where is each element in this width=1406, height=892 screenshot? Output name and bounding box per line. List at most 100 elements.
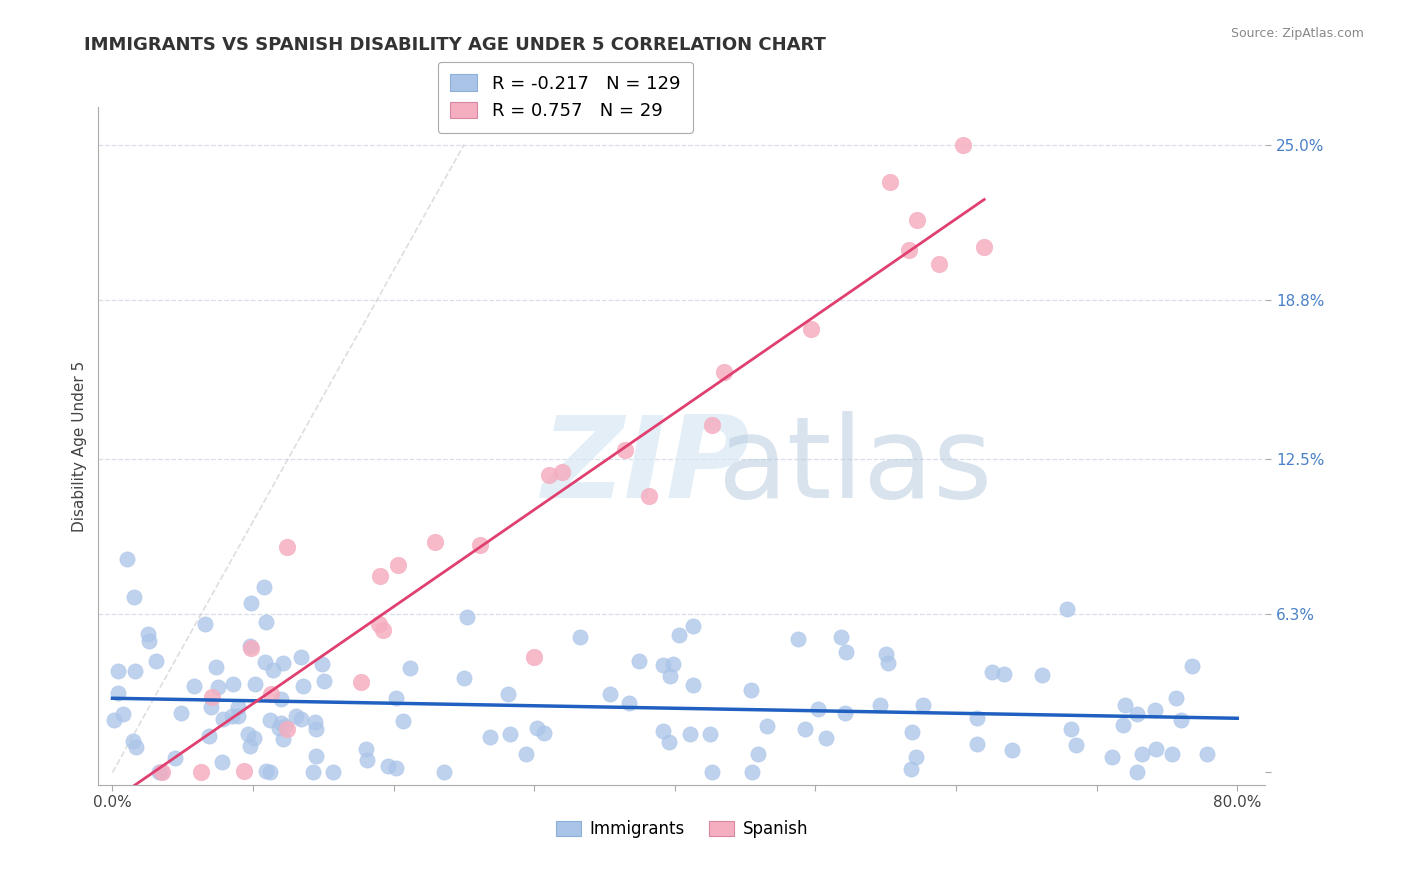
Point [145, 654, 167, 668]
Point [1164, 690, 1187, 705]
Point [787, 632, 810, 646]
Point [124, 664, 146, 678]
Point [699, 727, 721, 741]
Point [713, 365, 735, 379]
Point [453, 671, 475, 685]
Point [682, 618, 704, 632]
Point [207, 680, 229, 694]
Point [399, 661, 422, 675]
Point [499, 727, 522, 741]
Point [876, 656, 898, 670]
Point [515, 747, 537, 761]
Point [205, 659, 228, 673]
Point [356, 753, 378, 767]
Point [658, 669, 681, 683]
Point [385, 691, 408, 706]
Point [980, 665, 1002, 680]
Point [456, 610, 478, 624]
Point [793, 723, 815, 737]
Point [148, 765, 170, 780]
Point [741, 765, 763, 780]
Point [652, 658, 675, 673]
Point [668, 628, 690, 642]
Text: atlas: atlas [717, 411, 993, 522]
Point [350, 674, 373, 689]
Point [904, 749, 927, 764]
Point [423, 535, 446, 549]
Point [1064, 738, 1087, 752]
Point [740, 683, 762, 698]
Point [356, 741, 378, 756]
Point [170, 706, 193, 720]
Point [149, 765, 172, 780]
Point [1143, 703, 1166, 717]
Point [1001, 742, 1024, 756]
Point [198, 729, 221, 743]
Point [700, 418, 723, 433]
Point [1060, 722, 1083, 736]
Point [523, 649, 546, 664]
Point [912, 698, 935, 713]
Point [322, 765, 344, 780]
Point [107, 664, 129, 678]
Point [1126, 706, 1149, 721]
Point [201, 690, 224, 705]
Point [928, 257, 950, 271]
Point [526, 722, 548, 736]
Point [226, 709, 249, 723]
Point [747, 747, 769, 761]
Point [637, 489, 659, 503]
Point [433, 765, 456, 780]
Point [898, 244, 921, 258]
Text: Source: ZipAtlas.com: Source: ZipAtlas.com [1230, 27, 1364, 40]
Point [1111, 718, 1133, 732]
Point [479, 730, 502, 744]
Point [270, 691, 292, 706]
Point [276, 540, 298, 554]
Point [900, 762, 922, 776]
Point [212, 712, 235, 726]
Point [869, 698, 891, 712]
Point [259, 765, 281, 780]
Point [290, 712, 312, 726]
Y-axis label: Disability Age Under 5: Disability Age Under 5 [72, 360, 87, 532]
Point [190, 765, 212, 780]
Point [679, 727, 702, 741]
Point [599, 687, 621, 701]
Point [1130, 747, 1153, 761]
Point [538, 468, 561, 483]
Point [136, 627, 159, 641]
Point [276, 722, 298, 736]
Point [879, 175, 901, 189]
Point [652, 723, 675, 738]
Point [875, 647, 897, 661]
Point [260, 687, 283, 701]
Point [1114, 698, 1136, 713]
Point [993, 666, 1015, 681]
Point [239, 739, 262, 753]
Point [1031, 668, 1053, 682]
Point [952, 137, 974, 152]
Point [254, 764, 277, 779]
Point [290, 650, 312, 665]
Point [568, 630, 591, 644]
Point [1056, 601, 1078, 615]
Point [138, 634, 160, 648]
Point [1197, 747, 1219, 762]
Point [211, 755, 233, 769]
Point [905, 213, 928, 227]
Point [305, 749, 328, 764]
Point [236, 727, 259, 741]
Point [262, 663, 284, 677]
Point [121, 734, 143, 748]
Point [222, 677, 245, 691]
Point [613, 443, 636, 458]
Point [550, 465, 572, 479]
Point [702, 765, 724, 780]
Point [124, 740, 146, 755]
Point [901, 724, 924, 739]
Point [259, 714, 281, 728]
Point [370, 568, 392, 582]
Point [973, 240, 995, 254]
Point [165, 751, 187, 765]
